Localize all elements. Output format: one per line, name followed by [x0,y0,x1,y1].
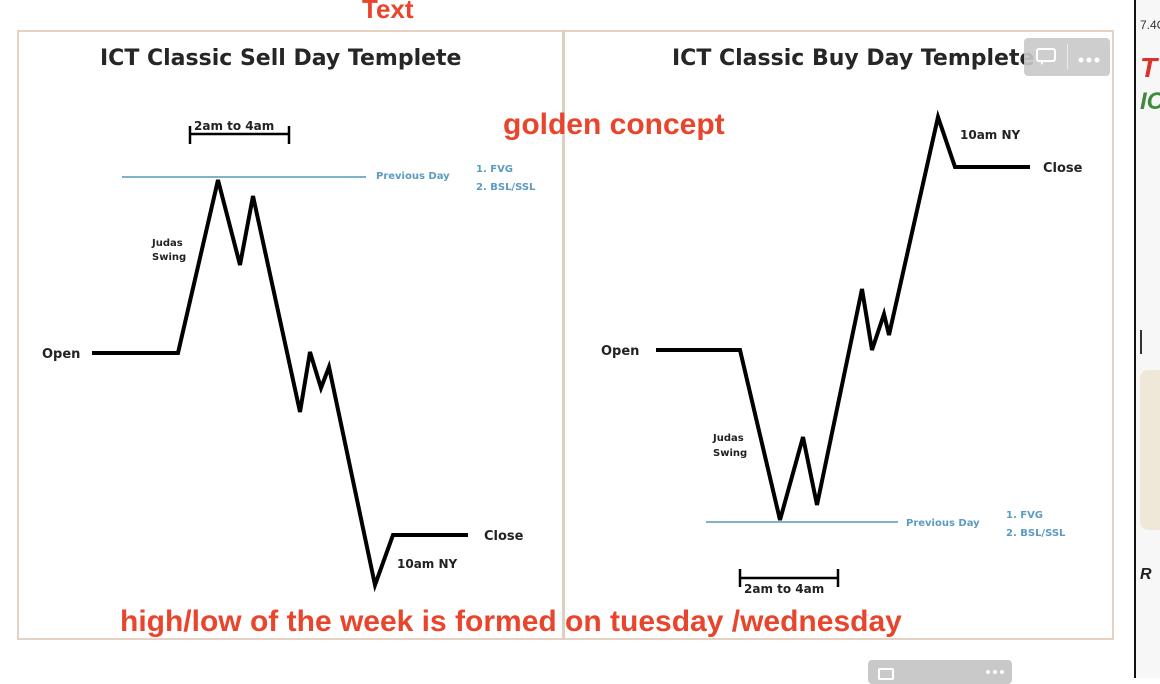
sell-judas-label-1: Judas [151,238,183,249]
buy-time-window-label: 2am to 4am [744,582,824,596]
buy-day-title: ICT Classic Buy Day Templete [672,46,1035,71]
panel-divider [562,30,565,640]
sell-ny-label: 10am NY [397,557,458,571]
side-price-label: 7.4C [1140,18,1160,32]
image-toolbar [1024,38,1110,76]
buy-price-path [656,109,1030,521]
sell-price-path [92,179,468,593]
side-letter-r: R [1140,566,1152,583]
bottom-toolbar [868,660,1012,684]
sell-bsl-label: 2. BSL/SSL [476,182,536,193]
buy-judas-label-2: Swing [713,448,747,459]
buy-previous-day-label: Previous Day [906,518,980,529]
toolbar-separator [1067,44,1068,70]
text-annotation: Text [362,0,414,24]
golden-concept-annotation: golden concept [503,108,725,141]
bottom-comment-icon[interactable] [878,668,894,680]
side-panel-strip: 7.4C T IC R [1134,0,1160,678]
sell-previous-day-label: Previous Day [376,171,450,182]
more-icon[interactable] [1067,38,1110,76]
sell-day-title: ICT Classic Sell Day Templete [100,46,462,71]
side-panel-card [1140,370,1160,530]
side-chart-fragment [1140,330,1160,354]
comment-icon[interactable] [1024,38,1067,76]
side-letter-t: T [1140,52,1158,83]
buy-bsl-label: 2. BSL/SSL [1006,528,1066,539]
sell-time-window-label: 2am to 4am [194,119,274,133]
buy-open-label: Open [601,344,639,359]
sell-open-label: Open [42,347,80,362]
sell-fvg-label: 1. FVG [476,164,513,175]
buy-fvg-label: 1. FVG [1006,510,1043,521]
bottom-more-icon[interactable] [986,670,1004,678]
template-frame [17,30,1114,640]
weekly-high-low-annotation: high/low of the week is formed on tuesda… [120,605,902,638]
sell-close-label: Close [484,529,524,544]
side-letter-ic: IC [1140,88,1160,115]
buy-ny-label: 10am NY [960,128,1021,142]
sell-judas-label-2: Swing [152,252,186,263]
buy-close-label: Close [1043,161,1083,176]
buy-judas-label-1: Judas [712,433,744,444]
